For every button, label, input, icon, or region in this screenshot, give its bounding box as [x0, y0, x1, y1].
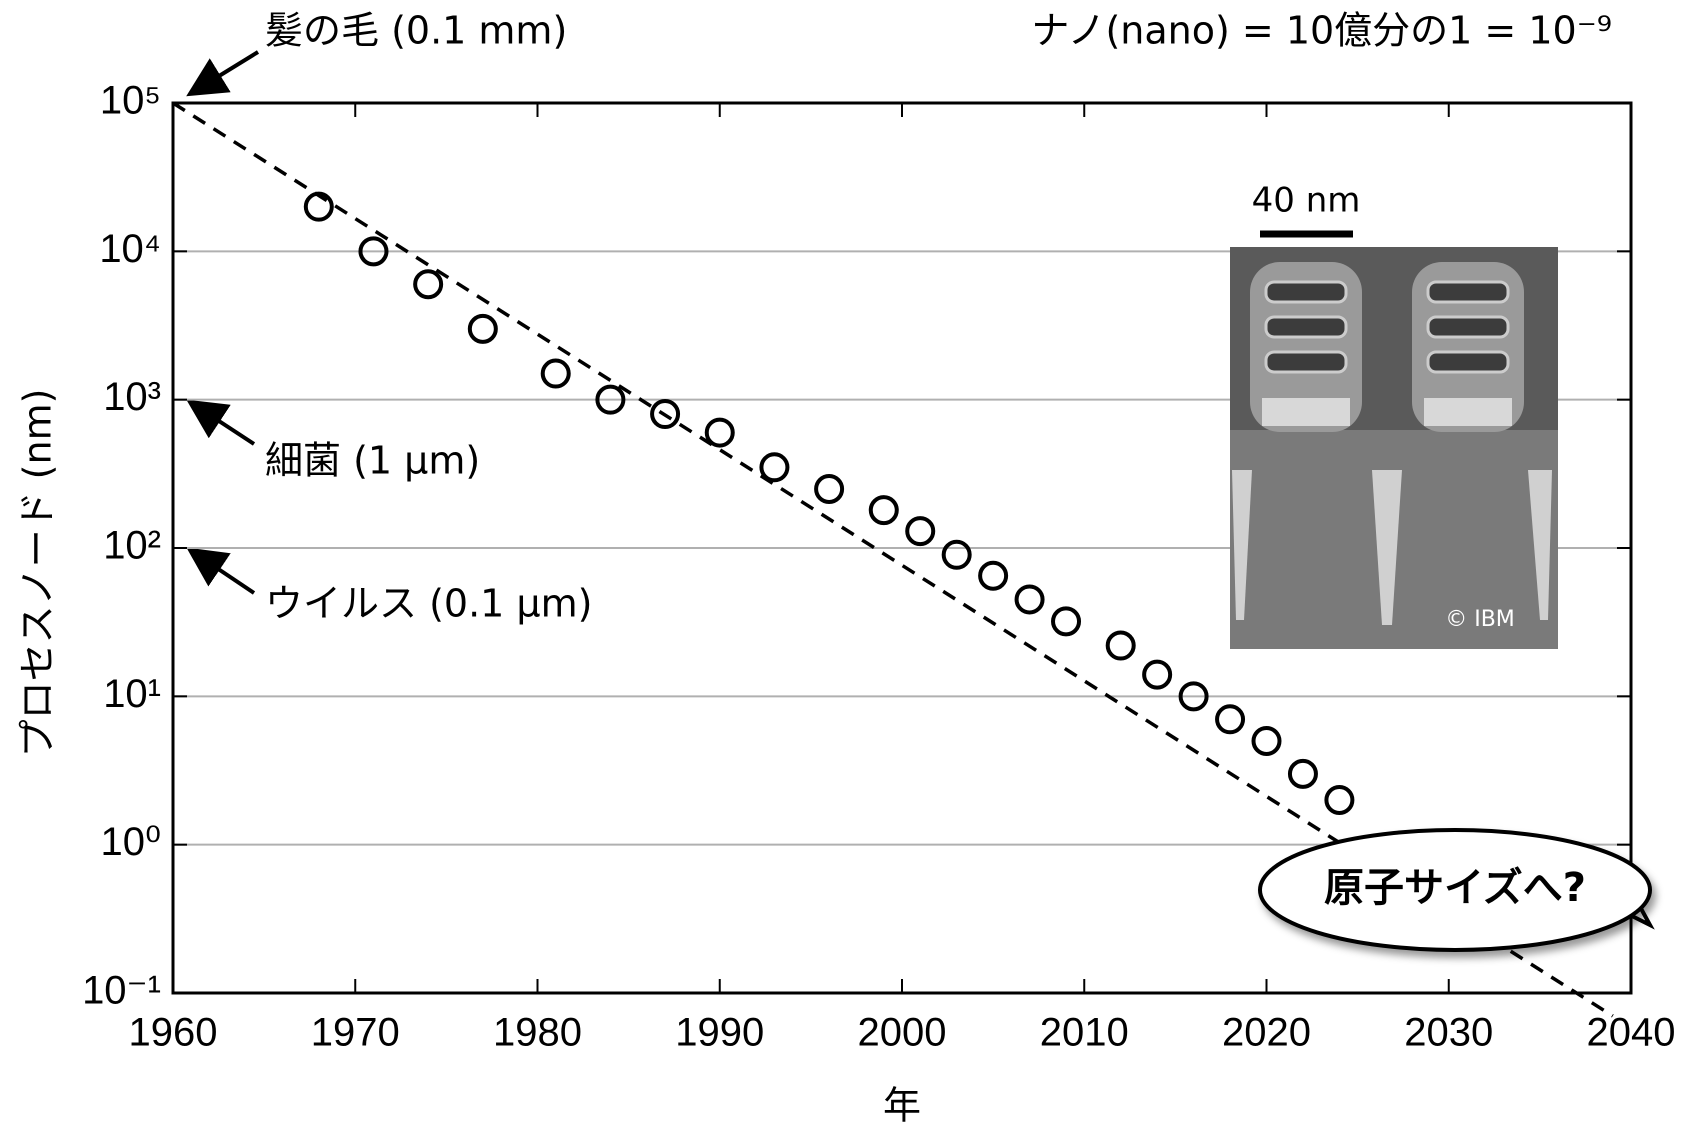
x-tick-label: 2020: [1222, 1011, 1311, 1055]
inset-cap: [1424, 398, 1512, 426]
data-point: [759, 452, 790, 483]
callout: 原子サイズへ?: [1258, 828, 1655, 952]
x-tick-label: 1980: [493, 1011, 582, 1055]
data-point: [1324, 785, 1355, 816]
data-point: [905, 516, 936, 547]
arrow: [186, 547, 256, 595]
data-point: [303, 191, 334, 222]
annotation: ナノ(nano) = 10億分の1 = 10⁻⁹: [1031, 9, 1612, 53]
callout-text: 原子サイズへ?: [1324, 865, 1586, 911]
data-point: [650, 399, 681, 430]
x-tick-label: 1990: [675, 1011, 764, 1055]
inset-sheet: [1426, 350, 1510, 374]
x-tick-label: 2030: [1404, 1011, 1493, 1055]
data-point: [413, 269, 444, 300]
y-tick-label: 10³: [103, 375, 161, 419]
callout-bubble: [1258, 828, 1652, 952]
data-point: [540, 358, 571, 389]
data-point: [1215, 704, 1246, 735]
inset-fin: [1250, 262, 1362, 432]
inset-fin: [1412, 262, 1524, 432]
inset-spacer: [1372, 470, 1402, 625]
data-point: [1014, 584, 1045, 615]
y-axis-label: プロセスノード (nm): [16, 389, 60, 758]
inset-cap: [1262, 398, 1350, 426]
x-tick-label: 1960: [129, 1011, 218, 1055]
inset: 40 nm © IBM: [1230, 181, 1558, 649]
annotation: 細菌 (1 µm): [265, 439, 480, 483]
inset-sheet: [1264, 315, 1348, 339]
data-point: [1287, 758, 1318, 789]
x-axis-label: 年: [883, 1084, 921, 1128]
data-point: [704, 417, 735, 448]
inset-sheet: [1264, 350, 1348, 374]
inset-spacer: [1232, 470, 1252, 620]
data-point: [1178, 681, 1209, 712]
annotation: ウイルス (0.1 µm): [265, 582, 592, 626]
annotation: 髪の毛 (0.1 mm): [265, 9, 567, 53]
inset-sheet: [1426, 280, 1510, 304]
x-tick-label: 2010: [1040, 1011, 1129, 1055]
x-tick-label: 1970: [311, 1011, 400, 1055]
y-tick-label: 10¹: [103, 672, 161, 716]
scale-label: 40 nm: [1252, 181, 1361, 221]
data-point: [814, 473, 845, 504]
y-tick-label: 10⁻¹: [82, 969, 161, 1013]
data-point: [1051, 606, 1082, 637]
x-tick-label: 2040: [1587, 1011, 1676, 1055]
data-point: [978, 560, 1009, 591]
y-tick-label: 10⁰: [100, 820, 161, 864]
inset-sheet: [1264, 280, 1348, 304]
y-tick-label: 10⁵: [100, 79, 161, 123]
x-tick-label: 2000: [858, 1011, 947, 1055]
plot-frame: [171, 101, 1633, 995]
data-point: [941, 539, 972, 570]
data-point: [595, 384, 626, 415]
data-point: [1251, 725, 1282, 756]
data-point: [1142, 659, 1173, 690]
inset-credit: © IBM: [1445, 607, 1515, 632]
arrow: [186, 399, 256, 446]
data-point: [1105, 630, 1136, 661]
data-point: [467, 313, 498, 344]
y-tick-label: 10²: [103, 524, 161, 568]
inset-spacer: [1528, 470, 1552, 620]
arrow: [186, 50, 260, 97]
data-point: [358, 236, 389, 267]
y-tick-label: 10⁴: [99, 227, 161, 271]
inset-sheet: [1426, 315, 1510, 339]
data-point: [868, 495, 899, 526]
